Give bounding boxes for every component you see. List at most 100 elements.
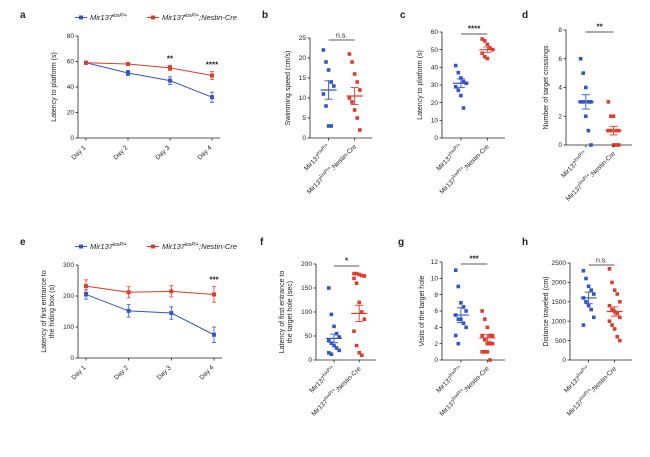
panel-e: e 0 100 200 300 Latency of first entrance to t…: [20, 237, 237, 381]
cre-data-point: [612, 327, 617, 331]
x-tick-label: Day 2: [113, 364, 130, 381]
wt-data-point: [334, 346, 339, 350]
y-tick-label: 50: [431, 47, 439, 54]
y-tick-label: 6: [434, 308, 438, 315]
cre-data-point: [606, 100, 611, 104]
legend-label: Mir137loxP/+: [90, 242, 127, 251]
wt-data-point: [589, 288, 593, 292]
significance-label: n.s.: [336, 33, 347, 40]
x-tick-label: Day 1: [70, 364, 87, 381]
y-tick-label: 80: [67, 33, 75, 40]
cre-data-point: [357, 351, 361, 355]
cre-data-point: [169, 289, 174, 294]
cre-data-point: [126, 290, 131, 295]
cre-data-point: [352, 72, 357, 76]
panel-g: g 0 2 4 6 8 10 12 Visits of the target hole Mir13…: [398, 237, 505, 418]
cre-data-point: [352, 329, 356, 333]
cre-data-point: [607, 303, 612, 308]
wt-data-point: [321, 48, 326, 52]
wt-data-point: [459, 93, 463, 98]
wt-data-point: [212, 332, 216, 337]
y-tick-label: 25: [299, 35, 307, 42]
y-tick-label: 8: [558, 27, 562, 34]
cre-data-point: [358, 88, 362, 92]
y-tick-label: 5: [302, 115, 306, 122]
cre-data-point: [485, 325, 490, 330]
wt-data-point: [453, 268, 458, 272]
cre-data-point: [354, 343, 359, 348]
wt-data-point: [332, 343, 336, 348]
panel-label: d: [522, 10, 528, 21]
wt-data-point: [584, 300, 588, 304]
legend-marker: [79, 244, 83, 249]
cre-data-point: [614, 143, 618, 147]
cre-data-point: [609, 114, 613, 119]
y-tick-label: 20: [67, 110, 75, 117]
cre-data-point: [360, 273, 364, 278]
wt-data-point: [332, 84, 336, 88]
cre-data-point: [607, 319, 612, 323]
wt-data-point: [584, 85, 588, 90]
y-axis-label: Visits of the target hole: [419, 275, 426, 346]
wt-data-point: [584, 114, 588, 119]
y-tick-label: 0: [434, 357, 438, 364]
y-tick-label: 0: [562, 357, 566, 364]
cre-data-point: [488, 46, 492, 50]
cre-data-point: [488, 341, 492, 346]
x-tick-label: Day 1: [70, 144, 87, 161]
y-axis-label: the hiding box (s): [49, 285, 56, 339]
cre-data-point: [618, 315, 622, 320]
cre-data-point: [607, 267, 612, 271]
panel-h: h 0 500 1000 1500 2000 2500 Distance traveled (…: [522, 237, 632, 418]
cre-data-point: [480, 51, 484, 55]
y-tick-label: 2500: [552, 260, 567, 267]
y-axis-label: Latency of first entrance to: [279, 271, 286, 354]
significance-label: **: [597, 23, 604, 32]
legend-label: Mir137loxP/+;Nestin-Cre: [162, 242, 237, 251]
wt-data-point: [326, 124, 331, 128]
cre-data-point: [482, 39, 487, 43]
y-axis-label: Latency to platform (s): [417, 50, 424, 120]
wt-data-point: [461, 79, 466, 84]
y-tick-label: 0: [434, 135, 438, 142]
y-tick-label: 2000: [552, 280, 567, 287]
wt-data-point: [459, 301, 463, 305]
cre-data-point: [352, 271, 356, 276]
y-axis-label: Number of target crossings: [543, 45, 550, 130]
y-tick-label: 100: [301, 309, 312, 316]
cre-data-point: [618, 338, 622, 343]
y-tick-label: 4: [558, 85, 562, 92]
y-tick-label: 6: [558, 56, 562, 63]
wt-data-point: [126, 308, 131, 313]
wt-data-point: [461, 106, 466, 110]
cre-data-point: [362, 274, 367, 278]
panel-label: b: [262, 10, 268, 21]
cre-data-point: [485, 341, 490, 346]
wt-data-point: [456, 317, 461, 321]
panel-label: a: [20, 10, 26, 21]
cre-data-point: [482, 54, 487, 59]
cre-data-point: [618, 300, 622, 304]
cre-series-line: [85, 62, 213, 77]
cre-data-point: [480, 309, 484, 313]
wt-data-point: [592, 292, 596, 296]
cre-data-point: [482, 337, 487, 342]
x-tick-label: Mir137loxP/+;Nestin-Cre: [564, 364, 618, 418]
wt-data-point: [578, 56, 583, 61]
y-tick-label: 150: [301, 285, 312, 292]
wt-series-line: [85, 62, 213, 98]
wt-data-point: [461, 321, 466, 326]
y-tick-label: 20: [431, 100, 439, 107]
cre-data-point: [485, 56, 490, 61]
y-tick-label: 15: [299, 75, 307, 82]
wt-data-point: [332, 324, 336, 329]
y-tick-label: 1000: [552, 318, 567, 325]
wt-data-point: [337, 348, 341, 353]
cre-data-point: [360, 310, 364, 314]
y-tick-label: 4: [434, 325, 438, 332]
panel-label: e: [20, 237, 26, 248]
wt-data-point: [329, 352, 334, 357]
cre-data-point: [615, 292, 620, 296]
wt-data-point: [334, 331, 339, 336]
